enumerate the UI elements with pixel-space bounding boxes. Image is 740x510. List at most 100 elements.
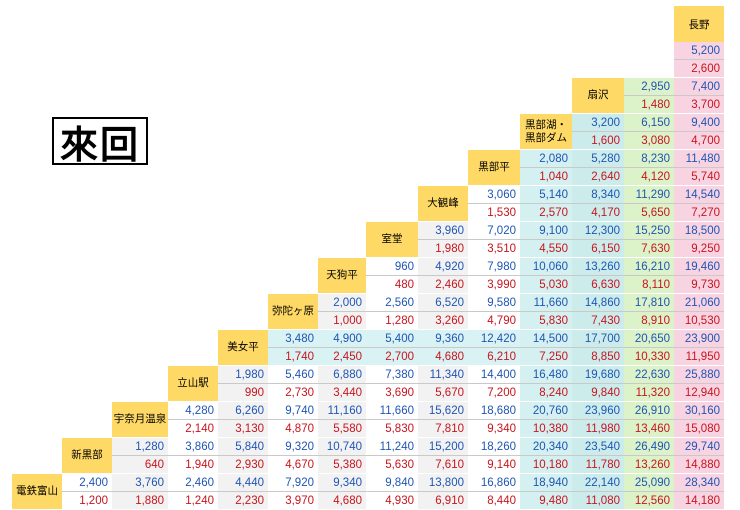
fare-one-way: 480 [366, 276, 418, 294]
fare-one-way: 1,000 [318, 312, 366, 330]
fare-round-trip: 25,090 [624, 474, 674, 492]
fare-round-trip: 26,490 [624, 438, 674, 456]
fare-one-way: 6,630 [572, 276, 624, 294]
fare-one-way: 1,530 [468, 204, 520, 222]
station-label: 立山駅 [168, 366, 218, 402]
fare-round-trip: 20,650 [624, 330, 674, 348]
fare-round-trip: 3,760 [112, 474, 168, 492]
fare-one-way: 4,550 [520, 240, 572, 258]
station-label: 黒部平 [468, 150, 520, 186]
fare-one-way: 8,910 [624, 312, 674, 330]
fare-round-trip: 9,360 [418, 330, 468, 348]
station-label: 大観峰 [418, 186, 468, 222]
fare-one-way: 10,330 [624, 348, 674, 366]
fare-one-way: 9,140 [468, 456, 520, 474]
station-label: 電鉄富山 [12, 474, 62, 510]
fare-round-trip: 6,260 [218, 402, 268, 420]
fare-one-way: 2,450 [318, 348, 366, 366]
fare-round-trip: 28,340 [674, 474, 724, 492]
fare-one-way: 13,460 [624, 420, 674, 438]
fare-round-trip: 11,660 [520, 294, 572, 312]
fare-round-trip: 15,200 [418, 438, 468, 456]
fare-round-trip: 8,340 [572, 186, 624, 204]
fare-one-way: 7,200 [468, 384, 520, 402]
fare-one-way: 6,910 [418, 492, 468, 510]
fare-one-way: 14,880 [674, 456, 724, 474]
fare-one-way: 12,560 [624, 492, 674, 510]
fare-round-trip: 23,960 [572, 402, 624, 420]
page-title: 來回 [52, 117, 148, 167]
fare-one-way: 11,780 [572, 456, 624, 474]
fare-one-way: 5,830 [366, 420, 418, 438]
fare-one-way: 4,870 [268, 420, 318, 438]
fare-one-way: 990 [218, 384, 268, 402]
fare-one-way: 8,850 [572, 348, 624, 366]
fare-round-trip: 2,000 [318, 294, 366, 312]
fare-round-trip: 11,660 [366, 402, 418, 420]
fare-round-trip: 9,340 [318, 474, 366, 492]
fare-one-way: 3,440 [318, 384, 366, 402]
fare-round-trip: 9,400 [674, 114, 724, 132]
fare-round-trip: 25,880 [674, 366, 724, 384]
fare-one-way: 1,240 [168, 492, 218, 510]
fare-one-way: 1,040 [520, 168, 572, 186]
fare-round-trip: 15,250 [624, 222, 674, 240]
fare-round-trip: 9,840 [366, 474, 418, 492]
station-label: 弥陀ヶ原 [268, 294, 318, 330]
fare-one-way: 12,940 [674, 384, 724, 402]
fare-one-way: 8,110 [624, 276, 674, 294]
fare-one-way: 7,810 [418, 420, 468, 438]
fare-round-trip: 3,060 [468, 186, 520, 204]
fare-round-trip: 19,680 [572, 366, 624, 384]
fare-round-trip: 7,380 [366, 366, 418, 384]
fare-one-way: 10,530 [674, 312, 724, 330]
fare-round-trip: 15,620 [418, 402, 468, 420]
fare-one-way: 2,460 [418, 276, 468, 294]
fare-one-way: 1,200 [62, 492, 112, 510]
fare-round-trip: 13,800 [418, 474, 468, 492]
fare-round-trip: 22,630 [624, 366, 674, 384]
fare-round-trip: 4,280 [168, 402, 218, 420]
fare-round-trip: 30,160 [674, 402, 724, 420]
fare-round-trip: 18,500 [674, 222, 724, 240]
fare-one-way: 5,030 [520, 276, 572, 294]
fare-one-way: 2,730 [268, 384, 318, 402]
fare-round-trip: 12,420 [468, 330, 520, 348]
fare-one-way: 1,740 [268, 348, 318, 366]
station-label: 宇奈月温泉 [112, 402, 168, 438]
fare-one-way: 7,610 [418, 456, 468, 474]
fare-one-way: 2,930 [218, 456, 268, 474]
fare-one-way: 4,680 [418, 348, 468, 366]
fare-round-trip: 2,460 [168, 474, 218, 492]
fare-one-way: 5,830 [520, 312, 572, 330]
fare-one-way: 11,950 [674, 348, 724, 366]
fare-round-trip: 14,400 [468, 366, 520, 384]
fare-round-trip: 1,980 [218, 366, 268, 384]
fare-round-trip: 3,480 [268, 330, 318, 348]
fare-one-way: 9,730 [674, 276, 724, 294]
fare-one-way: 4,120 [624, 168, 674, 186]
station-label: 美女平 [218, 330, 268, 366]
fare-round-trip: 5,400 [366, 330, 418, 348]
fare-one-way: 9,340 [468, 420, 520, 438]
fare-round-trip: 1,280 [112, 438, 168, 456]
fare-one-way: 2,140 [168, 420, 218, 438]
fare-round-trip: 7,980 [468, 258, 520, 276]
fare-one-way: 4,930 [366, 492, 418, 510]
fare-round-trip: 4,900 [318, 330, 366, 348]
fare-one-way: 1,880 [112, 492, 168, 510]
fare-one-way: 1,940 [168, 456, 218, 474]
station-label: 扇沢 [572, 78, 624, 114]
fare-round-trip: 2,400 [62, 474, 112, 492]
fare-one-way: 4,670 [268, 456, 318, 474]
fare-round-trip: 16,860 [468, 474, 520, 492]
fare-round-trip: 19,460 [674, 258, 724, 276]
fare-round-trip: 18,940 [520, 474, 572, 492]
fare-round-trip: 17,810 [624, 294, 674, 312]
station-label: 室堂 [366, 222, 418, 258]
fare-one-way: 9,480 [520, 492, 572, 510]
fare-one-way: 3,700 [674, 96, 724, 114]
fare-round-trip: 22,140 [572, 474, 624, 492]
fare-round-trip: 21,060 [674, 294, 724, 312]
fare-one-way: 7,270 [674, 204, 724, 222]
